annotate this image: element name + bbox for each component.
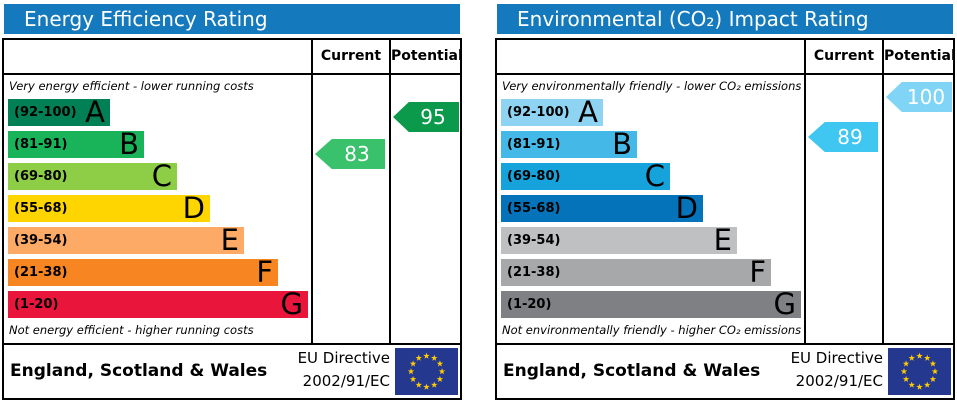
eu-flag-icon (395, 348, 458, 395)
band-letter: B (612, 127, 632, 161)
header-divider (497, 73, 953, 75)
rating-band-c: (69-80) C (8, 159, 177, 193)
eu-directive-label: EU Directive 2002/91/EC (791, 347, 883, 393)
bottom-note: Not environmentally friendly - higher CO… (502, 323, 802, 337)
top-note: Very energy efficient - lower running co… (9, 79, 254, 93)
band-letter: F (256, 255, 273, 289)
rating-band-f: (21-38) F (501, 255, 771, 289)
rating-band-e: (39-54) E (8, 223, 244, 257)
potential-column-header: Potential (391, 48, 463, 64)
band-range-label: (39-54) (14, 233, 68, 248)
rating-bands: (92-100) A (81-91) B (69-80) C (55-68) D (39-54)… (501, 95, 804, 323)
band-letter: C (644, 159, 665, 193)
band-range-label: (21-38) (14, 265, 68, 280)
rating-band-g: (1-20) G (8, 287, 308, 321)
eu-directive-label: EU Directive 2002/91/EC (298, 347, 390, 393)
energy-panel-title: Energy Efficiency Rating (4, 4, 460, 34)
band-letter: B (119, 127, 139, 161)
eu-directive-line1: EU Directive (297, 349, 390, 367)
potential-rating-arrow: 100 (886, 82, 952, 112)
current-column-header: Current (813, 48, 875, 64)
top-note: Very environmentally friendly - lower CO… (502, 79, 802, 93)
band-letter: F (749, 255, 766, 289)
rating-band-d: (55-68) D (501, 191, 703, 225)
energy-efficiency-panel: Energy Efficiency Rating Current Potenti… (0, 0, 464, 404)
band-letter: E (220, 223, 239, 257)
band-letter: A (578, 95, 598, 129)
header-divider (4, 73, 460, 75)
band-range-label: (92-100) (14, 105, 77, 120)
potential-rating-arrow: 95 (393, 102, 459, 132)
band-range-label: (1-20) (507, 297, 552, 312)
column-divider (882, 40, 884, 343)
band-range-label: (21-38) (507, 265, 561, 280)
environmental-panel-title: Environmental (CO₂) Impact Rating (497, 4, 953, 34)
environmental-impact-panel: Environmental (CO₂) Impact Rating Curren… (493, 0, 957, 404)
rating-band-c: (69-80) C (501, 159, 670, 193)
band-range-label: (39-54) (507, 233, 561, 248)
bottom-note: Not energy efficient - higher running co… (9, 323, 254, 337)
column-divider (389, 40, 391, 343)
current-column-header: Current (320, 48, 382, 64)
eu-directive-line1: EU Directive (790, 349, 883, 367)
current-rating-arrow: 89 (808, 122, 878, 152)
band-letter: D (675, 191, 698, 225)
band-range-label: (69-80) (14, 169, 68, 184)
band-range-label: (55-68) (507, 201, 561, 216)
current-rating-arrow: 83 (315, 139, 385, 169)
footer-divider (4, 343, 460, 345)
environmental-rating-table: Current Potential Very environmentally f… (495, 38, 956, 400)
band-range-label: (1-20) (14, 297, 59, 312)
region-label: England, Scotland & Wales (503, 361, 761, 381)
rating-bands: (92-100) A (81-91) B (69-80) C (55-68) D (39-54)… (8, 95, 311, 323)
band-range-label: (81-91) (14, 137, 68, 152)
band-range-label: (55-68) (14, 201, 68, 216)
eu-directive-line2: 2002/91/EC (795, 372, 883, 390)
rating-band-b: (81-91) B (501, 127, 637, 161)
rating-band-e: (39-54) E (501, 223, 737, 257)
energy-rating-table: Current Potential Very energy efficient … (2, 38, 463, 400)
band-letter: C (151, 159, 172, 193)
column-divider (311, 40, 313, 343)
band-range-label: (81-91) (507, 137, 561, 152)
eu-flag-icon (888, 348, 951, 395)
potential-column-header: Potential (884, 48, 956, 64)
band-range-label: (92-100) (507, 105, 570, 120)
rating-band-f: (21-38) F (8, 255, 278, 289)
band-letter: E (713, 223, 732, 257)
band-letter: G (280, 287, 303, 321)
region-label: England, Scotland & Wales (10, 361, 268, 381)
eu-directive-line2: 2002/91/EC (302, 372, 390, 390)
rating-band-g: (1-20) G (501, 287, 801, 321)
rating-band-a: (92-100) A (8, 95, 110, 129)
column-divider (804, 40, 806, 343)
rating-band-a: (92-100) A (501, 95, 603, 129)
band-letter: D (182, 191, 205, 225)
band-range-label: (69-80) (507, 169, 561, 184)
footer-divider (497, 343, 953, 345)
rating-band-b: (81-91) B (8, 127, 144, 161)
rating-band-d: (55-68) D (8, 191, 210, 225)
band-letter: A (85, 95, 105, 129)
band-letter: G (773, 287, 796, 321)
